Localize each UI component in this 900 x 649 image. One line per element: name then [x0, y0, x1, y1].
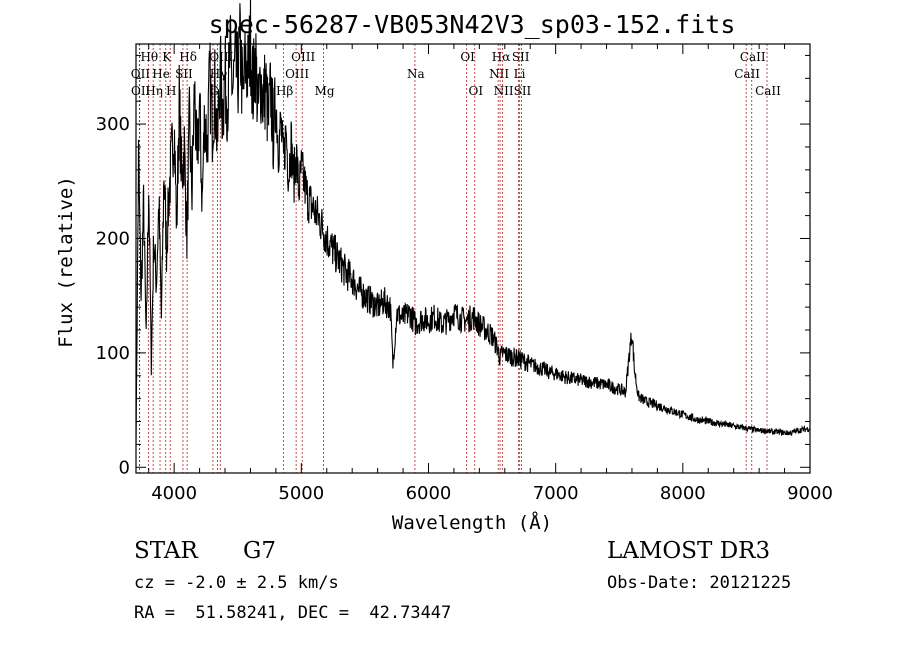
y-tick-label: 0 [119, 457, 130, 478]
line-marker-label: OII [131, 67, 151, 81]
line-marker-label: Mg [315, 84, 335, 98]
x-tick-label: 6000 [406, 483, 452, 504]
line-marker-label: CaII [734, 67, 760, 81]
survey-name: LAMOST DR3 [607, 538, 771, 564]
x-tick-label: 8000 [660, 483, 706, 504]
line-marker-label: Na [407, 67, 425, 81]
line-marker-label: Hθ [140, 50, 158, 64]
x-tick-label: 5000 [278, 483, 324, 504]
line-marker-label: Hη [145, 84, 163, 98]
spectrum-series [135, 0, 811, 448]
line-marker-label: CaII [740, 50, 766, 64]
x-tick-label: 7000 [533, 483, 579, 504]
line-marker-label: SII [175, 67, 193, 81]
line-marker-label: OIII [285, 67, 309, 81]
x-tick-label: 9000 [787, 483, 833, 504]
x-axis-label: Wavelength (Å) [392, 511, 552, 534]
x-tick-label: 4000 [151, 483, 197, 504]
line-marker-label: CaII [755, 84, 781, 98]
spectrum-line [135, 0, 811, 448]
line-marker-label: OI [468, 84, 483, 98]
observation-date: Obs-Date: 20121225 [607, 573, 792, 593]
line-marker-label: Hα [492, 50, 511, 64]
line-marker-label: SII [512, 50, 530, 64]
object-class: STAR [134, 538, 198, 564]
y-tick-label: 200 [96, 228, 130, 249]
y-axis-label: Flux (relative) [55, 176, 77, 348]
line-marker-label: K [162, 50, 172, 64]
line-marker-label: NII [489, 67, 509, 81]
line-marker-label: NII [494, 84, 514, 98]
y-tick-label: 300 [96, 114, 130, 135]
line-marker-label: He [152, 67, 170, 81]
axes: 4000 5000 6000 7000 8000 9000 0 100 200 300 [96, 44, 833, 504]
y-tick-label: 100 [96, 343, 130, 364]
line-marker-label: Li [514, 67, 526, 81]
redshift-velocity: cz = -2.0 ± 2.5 km/s [134, 573, 339, 593]
coordinates: RA = 51.58241, DEC = 42.73447 [134, 603, 452, 623]
line-marker-label: Hβ [276, 84, 293, 98]
line-marker-label: Hδ [179, 50, 197, 64]
line-marker-label: OIII [291, 50, 315, 64]
line-marker-label: OI [460, 50, 475, 64]
plot-frame [135, 43, 811, 474]
line-marker-label: SII [514, 84, 532, 98]
object-subclass: G7 [243, 538, 277, 564]
line-marker-label: H [166, 84, 176, 98]
chart-title: spec-56287-VB053N42V3_sp03-152.fits [209, 10, 736, 39]
